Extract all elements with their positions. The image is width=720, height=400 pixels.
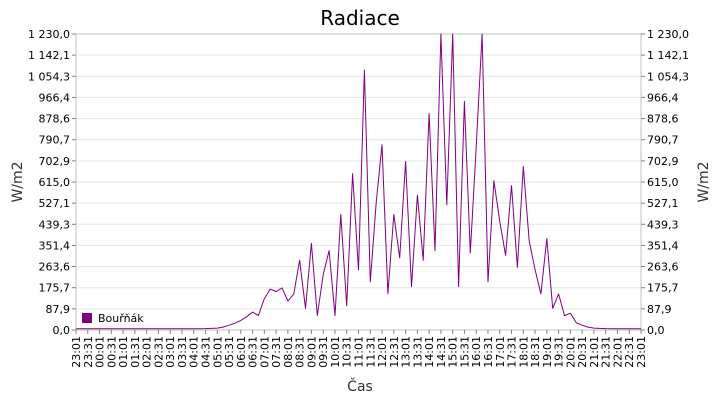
- y-tick-label-right: 878,6: [647, 113, 679, 126]
- y-tick-label-left: 615,0: [39, 176, 71, 189]
- y-tick-label-left: 1 230,0: [28, 28, 70, 41]
- y-tick-label-left: 0,0: [53, 324, 71, 337]
- legend-swatch: [82, 313, 92, 323]
- x-tick-label: 18:01: [517, 336, 530, 368]
- y-tick-label-left: 702,9: [39, 155, 71, 168]
- y-tick-label-left: 527,1: [39, 197, 71, 210]
- series-line: [76, 33, 641, 330]
- x-axis-title: Čas: [347, 377, 373, 395]
- y-tick-label-right: 351,4: [647, 239, 679, 252]
- y-tick-label-left: 175,7: [39, 282, 71, 295]
- x-tick-label: 22:31: [623, 336, 636, 368]
- y-tick-label-right: 439,3: [647, 218, 679, 231]
- y-tick-label-right: 1 142,1: [647, 49, 689, 62]
- y-tick-label-right: 702,9: [647, 155, 679, 168]
- x-tick-label: 23:01: [635, 336, 648, 368]
- y-axis-right: 0,0 87,9 175,7 263,6 351,4 439,3 527,1 615,0 702…: [641, 28, 689, 337]
- y-tick-label-right: 87,9: [647, 303, 672, 316]
- y-tick-label-left: 439,3: [39, 218, 71, 231]
- x-tick-label: 02:01: [141, 336, 154, 368]
- x-tick-label: 05:01: [211, 336, 224, 368]
- y-tick-label-right: 790,7: [647, 134, 679, 147]
- y-tick-label-left: 790,7: [39, 134, 71, 147]
- x-tick-label: 01:01: [117, 336, 130, 368]
- x-tick-label: 11:01: [353, 336, 366, 368]
- x-tick-label: 22:01: [611, 336, 624, 368]
- x-tick-label: 12:01: [376, 336, 389, 368]
- x-tick-label: 00:01: [94, 336, 107, 368]
- y-tick-label-right: 615,0: [647, 176, 679, 189]
- y-tick-label-right: 1 230,0: [647, 28, 689, 41]
- series-layer: [76, 33, 641, 330]
- y-axis-left: 0,0 87,9 175,7 263,6 351,4 439,3 527,1 615,0 702…: [28, 28, 76, 337]
- x-tick-label: 09:01: [305, 336, 318, 368]
- y-axis-title-right: W/m2: [696, 161, 712, 202]
- x-tick-label: 13:01: [400, 336, 413, 368]
- x-tick-label: 12:31: [388, 336, 401, 368]
- grid-lines: [76, 54, 641, 310]
- x-tick-label: 03:31: [176, 336, 189, 368]
- y-tick-label-left: 878,6: [39, 113, 71, 126]
- y-tick-label-left: 966,4: [39, 91, 71, 104]
- x-tick-label: 18:31: [529, 336, 542, 368]
- x-tick-label: 14:31: [435, 336, 448, 368]
- y-tick-label-left: 263,6: [39, 261, 71, 274]
- x-tick-label: 03:01: [164, 336, 177, 368]
- x-tick-label: 01:31: [129, 336, 142, 368]
- y-tick-label-left: 351,4: [39, 239, 71, 252]
- y-tick-label-right: 527,1: [647, 197, 679, 210]
- x-tick-label: 19:31: [553, 336, 566, 368]
- y-tick-label-right: 966,4: [647, 91, 679, 104]
- x-tick-label: 05:31: [223, 336, 236, 368]
- x-tick-label: 21:01: [588, 336, 601, 368]
- x-tick-label: 06:31: [247, 336, 260, 368]
- x-tick-label: 20:31: [576, 336, 589, 368]
- x-tick-label: 19:01: [541, 336, 554, 368]
- y-tick-label-right: 175,7: [647, 282, 679, 295]
- x-tick-label: 11:31: [364, 336, 377, 368]
- x-tick-label: 09:31: [317, 336, 330, 368]
- x-tick-label: 20:01: [564, 336, 577, 368]
- x-tick-label: 00:31: [105, 336, 118, 368]
- x-tick-label: 06:01: [235, 336, 248, 368]
- y-tick-label-right: 263,6: [647, 261, 679, 274]
- x-tick-label: 08:31: [294, 336, 307, 368]
- x-tick-label: 04:01: [188, 336, 201, 368]
- x-tick-label: 07:31: [270, 336, 283, 368]
- x-tick-label: 10:31: [341, 336, 354, 368]
- y-tick-label-right: 0,0: [647, 324, 665, 337]
- x-tick-label: 17:01: [494, 336, 507, 368]
- x-tick-label: 23:31: [82, 336, 95, 368]
- x-tick-label: 08:01: [282, 336, 295, 368]
- legend: Bouřňák: [82, 312, 144, 325]
- x-axis: 23:0123:3100:0100:3101:0101:3102:0102:31…: [70, 330, 648, 368]
- x-tick-label: 17:31: [506, 336, 519, 368]
- x-tick-label: 13:31: [411, 336, 424, 368]
- x-tick-label: 16:31: [482, 336, 495, 368]
- x-tick-label: 21:31: [600, 336, 613, 368]
- chart-title: Radiace: [320, 6, 400, 30]
- y-axis-title-left: W/m2: [10, 161, 26, 202]
- x-tick-label: 02:31: [152, 336, 165, 368]
- x-tick-label: 07:01: [258, 336, 271, 368]
- legend-label: Bouřňák: [98, 312, 144, 325]
- x-tick-label: 10:01: [329, 336, 342, 368]
- y-tick-label-right: 1 054,3: [647, 70, 689, 83]
- y-tick-label-left: 87,9: [46, 303, 71, 316]
- x-tick-label: 14:01: [423, 336, 436, 368]
- x-tick-label: 15:31: [458, 336, 471, 368]
- y-tick-label-left: 1 054,3: [28, 70, 70, 83]
- x-tick-label: 23:01: [70, 336, 83, 368]
- y-tick-label-left: 1 142,1: [28, 49, 70, 62]
- x-tick-label: 16:01: [470, 336, 483, 368]
- x-tick-label: 15:01: [447, 336, 460, 368]
- x-tick-label: 04:31: [199, 336, 212, 368]
